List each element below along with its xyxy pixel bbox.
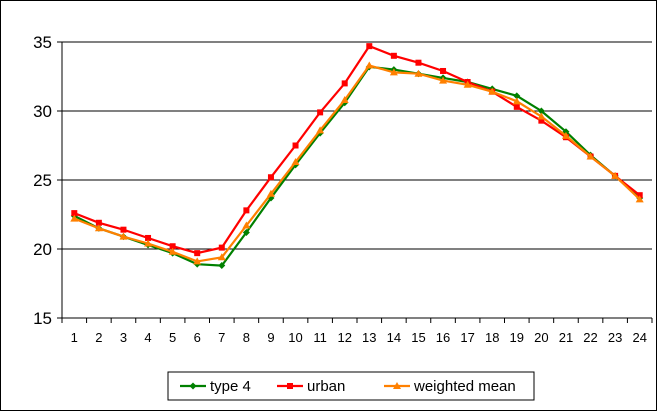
data-point-weighted-mean — [242, 221, 251, 229]
data-point-urban — [267, 174, 274, 181]
x-tick-label: 9 — [267, 330, 274, 345]
x-tick-label: 19 — [510, 330, 524, 345]
data-point-weighted-mean — [168, 247, 177, 255]
data-point-weighted-mean — [537, 112, 546, 120]
x-tick-label: 21 — [559, 330, 573, 345]
x-tick-label: 2 — [95, 330, 102, 345]
y-tick-label: 35 — [33, 33, 52, 52]
data-point-urban — [194, 250, 201, 257]
data-point-weighted-mean — [316, 126, 325, 134]
data-point-weighted-mean — [119, 232, 128, 240]
data-point-weighted-mean — [389, 68, 398, 76]
x-tick-label: 10 — [288, 330, 302, 345]
data-point-urban — [513, 103, 520, 110]
data-point-urban — [341, 80, 348, 87]
series-line-urban — [73, 44, 641, 255]
data-point-urban — [415, 59, 422, 66]
data-point-weighted-mean — [635, 195, 644, 203]
x-tick-label: 24 — [632, 330, 646, 345]
legend-item-urban: urban — [277, 378, 345, 395]
data-point-weighted-mean — [488, 87, 497, 95]
data-point-weighted-mean — [586, 152, 595, 160]
data-point-weighted-mean — [512, 97, 521, 105]
data-point-urban — [317, 109, 324, 116]
x-tick-label: 20 — [534, 330, 548, 345]
x-tick-label: 12 — [337, 330, 351, 345]
legend-box — [167, 371, 535, 401]
data-point-type-4 — [218, 262, 226, 270]
data-point-urban — [71, 210, 78, 217]
x-tick-label: 6 — [194, 330, 201, 345]
x-tick-label: 17 — [460, 330, 474, 345]
x-tick-label: 16 — [436, 330, 450, 345]
data-point-weighted-mean — [439, 76, 448, 84]
data-point-urban — [169, 243, 176, 250]
data-point-urban — [218, 244, 225, 251]
y-tick-label: 15 — [33, 309, 52, 328]
data-point-type-4 — [242, 228, 250, 236]
data-point-urban — [292, 142, 299, 149]
legend: type 4 urban weighted mean — [167, 371, 535, 401]
series-layer — [70, 43, 644, 270]
y-tick-label: 25 — [33, 171, 52, 190]
x-tick-label: 8 — [243, 330, 250, 345]
data-point-urban — [95, 219, 102, 226]
data-point-weighted-mean — [193, 257, 202, 265]
data-point-weighted-mean — [94, 224, 103, 232]
data-point-weighted-mean — [611, 171, 620, 179]
data-point-urban — [366, 43, 373, 50]
legend-marker-type-4 — [189, 382, 197, 390]
data-point-weighted-mean — [266, 189, 275, 197]
legend-item-weighted-mean: weighted mean — [384, 378, 516, 395]
data-point-urban — [440, 67, 447, 74]
x-tick-label: 4 — [144, 330, 151, 345]
series-line-weighted-mean — [73, 64, 641, 263]
data-point-weighted-mean — [365, 61, 374, 69]
data-point-urban — [390, 52, 397, 59]
legend-marker-urban — [287, 383, 293, 389]
x-tick-label: 11 — [313, 330, 327, 345]
legend-label-weighted-mean: weighted mean — [413, 378, 516, 395]
data-point-urban — [636, 192, 643, 199]
x-tick-label: 23 — [608, 330, 622, 345]
series-line-type-4 — [73, 65, 641, 267]
x-tick-label: 7 — [218, 330, 225, 345]
x-tick-label: 3 — [120, 330, 127, 345]
x-tick-label: 13 — [362, 330, 376, 345]
legend-item-type-4: type 4 — [180, 378, 251, 395]
data-point-weighted-mean — [414, 69, 423, 77]
series-weighted-mean — [70, 61, 644, 265]
data-point-urban — [243, 207, 250, 214]
data-point-weighted-mean — [561, 131, 570, 139]
data-point-urban — [120, 226, 127, 233]
data-point-weighted-mean — [70, 214, 79, 222]
data-point-weighted-mean — [144, 239, 153, 247]
data-point-urban — [538, 117, 545, 124]
data-point-type-4 — [537, 107, 545, 115]
data-point-urban — [145, 234, 152, 241]
x-tick-label: 18 — [485, 330, 499, 345]
legend-label-urban: urban — [307, 378, 345, 395]
data-point-weighted-mean — [340, 95, 349, 103]
x-tick-label: 5 — [169, 330, 176, 345]
legend-marker-weighted-mean — [393, 382, 401, 389]
y-tick-label: 20 — [33, 240, 52, 259]
x-tick-label: 1 — [71, 330, 78, 345]
x-tick-label: 22 — [583, 330, 597, 345]
gridlines — [62, 41, 652, 250]
x-tick-label: 15 — [411, 330, 425, 345]
data-point-weighted-mean — [463, 80, 472, 88]
data-point-weighted-mean — [217, 253, 226, 261]
x-tick-label: 14 — [387, 330, 401, 345]
y-tick-label: 30 — [33, 102, 52, 121]
legend-label-type-4: type 4 — [210, 378, 251, 395]
data-point-weighted-mean — [291, 158, 300, 166]
data-point-type-4 — [513, 92, 521, 100]
